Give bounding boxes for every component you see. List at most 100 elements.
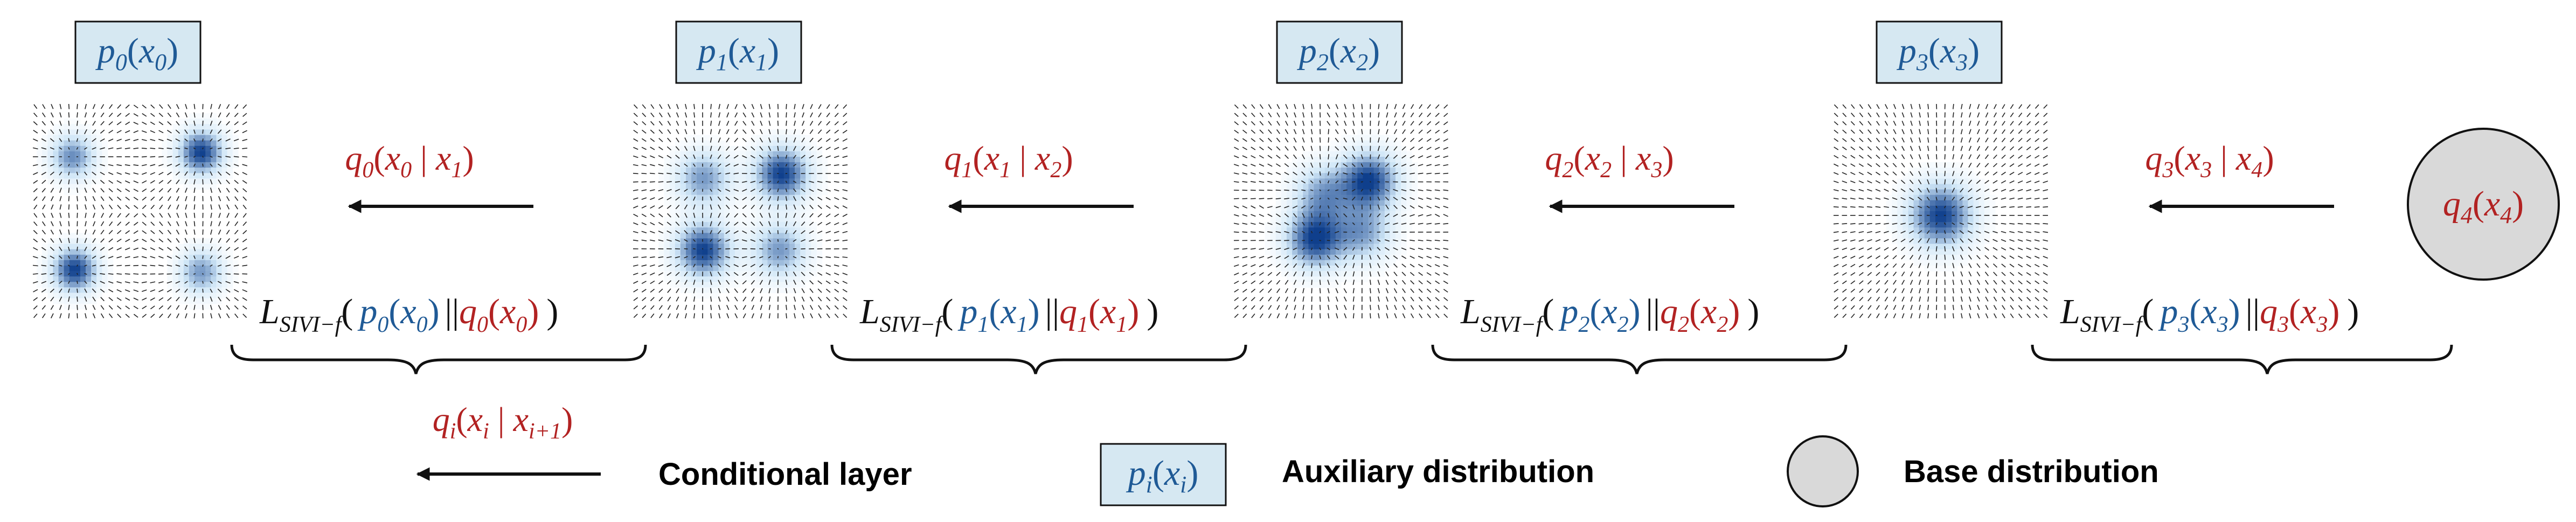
quiver-arrow — [141, 256, 147, 259]
quiver-arrow — [92, 204, 96, 210]
density-cell — [762, 254, 768, 261]
density-cell — [669, 238, 676, 245]
density-cell — [778, 151, 784, 157]
density-cell — [783, 222, 790, 228]
quiver-arrow — [726, 137, 730, 143]
density-cell — [1314, 276, 1320, 282]
density-cell — [80, 249, 86, 255]
density-cell — [58, 276, 65, 282]
density-cell — [86, 162, 92, 168]
density-cell — [178, 119, 184, 124]
density-cell — [96, 254, 102, 261]
quiver-arrow — [193, 229, 196, 235]
quiver-arrow — [760, 103, 762, 109]
density-cell — [1281, 271, 1287, 277]
density-cell — [669, 200, 676, 206]
density-cell — [1314, 200, 1320, 206]
density-cell — [762, 260, 768, 266]
quiver-arrow — [141, 148, 147, 149]
density-cell — [1297, 249, 1303, 255]
density-cell — [740, 227, 746, 233]
density-cell — [680, 249, 686, 255]
density-cell — [1357, 238, 1363, 245]
density-cell — [1368, 249, 1374, 255]
density-cell — [1892, 217, 1898, 222]
density-cell — [767, 151, 774, 157]
quiver-arrow — [150, 164, 156, 166]
quiver-arrow — [77, 112, 78, 118]
density-cell — [227, 168, 233, 173]
density-cell — [1406, 157, 1412, 163]
quiver-arrow — [150, 196, 155, 201]
quiver-arrow — [150, 138, 156, 141]
density-cell — [86, 124, 92, 130]
density-cell — [183, 243, 190, 250]
density-cell — [42, 266, 48, 272]
density-cell — [697, 140, 703, 147]
density-cell — [1346, 189, 1352, 196]
quiver-arrow — [166, 265, 172, 267]
quiver-arrow — [741, 180, 747, 183]
density-cell — [702, 293, 708, 299]
quiver-arrow — [193, 171, 196, 176]
density-cell — [724, 145, 730, 152]
quiver-arrow — [650, 138, 655, 142]
density-cell — [183, 119, 190, 124]
quiver-arrow — [158, 188, 163, 193]
density-cell — [53, 140, 59, 147]
quiver-arrow — [684, 163, 688, 167]
density-cell — [713, 217, 719, 222]
density-cell — [751, 157, 757, 163]
quiver-arrow — [641, 289, 647, 293]
quiver-arrow — [226, 221, 230, 226]
density-cell — [167, 266, 173, 272]
quiver-arrow — [1352, 231, 1355, 233]
quiver-arrow — [675, 239, 681, 242]
quiver-arrow — [116, 180, 122, 184]
quiver-arrow — [108, 172, 114, 175]
density-cell — [1978, 200, 1985, 206]
density-cell — [86, 293, 92, 299]
quiver-arrow — [100, 265, 105, 267]
density-cell — [1412, 200, 1418, 206]
density-cell — [86, 233, 92, 239]
density-cell — [80, 151, 86, 157]
quiver-arrow — [116, 121, 122, 126]
quiver-arrow — [225, 281, 231, 284]
density-cell — [1303, 282, 1309, 288]
density-cell — [205, 282, 211, 288]
quiver-arrow — [124, 180, 130, 184]
density-cell — [211, 135, 217, 141]
quiver-arrow — [100, 255, 105, 259]
quiver-arrow — [1242, 264, 1248, 267]
density-cell — [80, 243, 86, 250]
density-cell — [189, 140, 195, 147]
density-cell — [1390, 238, 1396, 245]
density-cell — [680, 145, 686, 152]
density-cell — [1373, 168, 1380, 173]
density-cell — [1330, 189, 1336, 196]
density-cell — [1935, 200, 1941, 206]
density-cell — [1330, 157, 1336, 163]
quiver-arrow — [184, 179, 188, 185]
quiver-arrow — [166, 163, 172, 167]
quiver-arrow — [1268, 288, 1272, 293]
density-cell — [1395, 173, 1401, 179]
quiver-arrow — [633, 265, 638, 267]
density-cell — [686, 211, 692, 217]
quiver-arrow — [842, 147, 848, 150]
density-cell — [811, 266, 817, 272]
density-cell — [195, 173, 200, 179]
density-cell — [773, 254, 779, 261]
density-cell — [795, 266, 801, 272]
quiver-arrow — [242, 205, 247, 210]
quiver-arrow — [124, 164, 130, 166]
density-cell — [686, 222, 692, 228]
density-cell — [1957, 200, 1963, 206]
density-cell — [1363, 205, 1369, 212]
density-cell — [762, 238, 768, 245]
density-cell — [1406, 217, 1412, 222]
density-cell — [1984, 233, 1990, 239]
density-cell — [1368, 222, 1374, 228]
density-cell — [1287, 254, 1293, 261]
